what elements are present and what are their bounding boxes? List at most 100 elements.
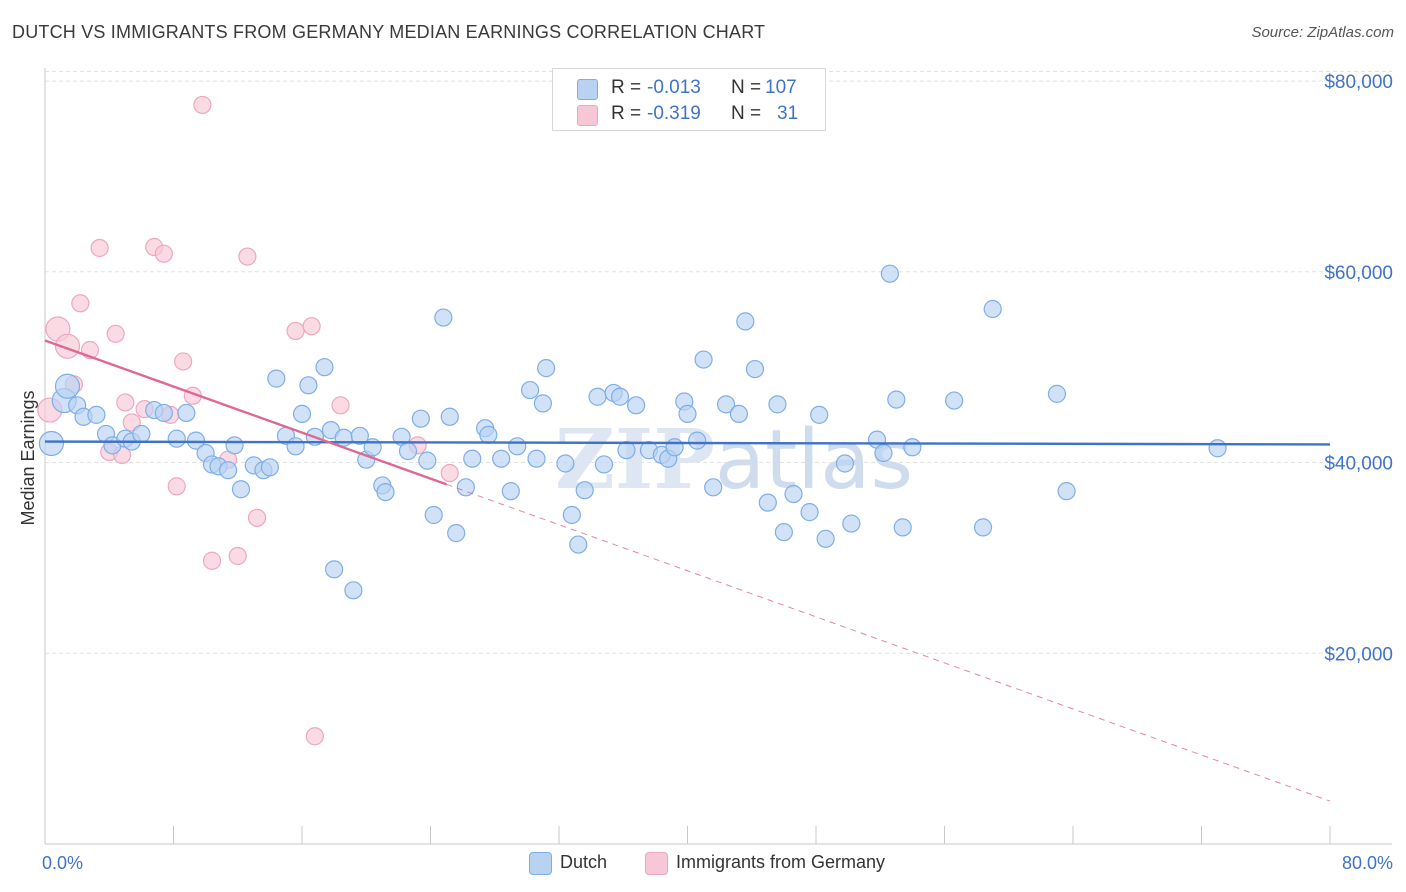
immigrants-germany-point-27 — [305, 727, 324, 746]
dutch-point-43 — [411, 409, 430, 428]
dutch-point-31 — [315, 358, 334, 377]
dutch-point-57 — [527, 449, 546, 468]
dutch-point-45 — [424, 505, 443, 525]
dutch-point-42 — [398, 441, 418, 461]
dutch-point-58 — [533, 394, 553, 413]
y-tick-label-1: $40,000 — [1324, 454, 1393, 475]
x-tick-label-max: 80.0% — [1342, 853, 1393, 873]
y-tick-label-3: $80,000 — [1324, 72, 1393, 93]
dutch-point-64 — [588, 387, 607, 406]
dutch-point-88 — [810, 405, 829, 424]
dutch-point-101 — [1047, 384, 1067, 403]
immigrants-germany-point-17 — [174, 352, 193, 371]
tick-labels: $20,000 $40,000 $60,000 $80,000 0.0% 80.0% Med… — [18, 72, 1393, 873]
legend-swatch-immigrants-germany — [577, 105, 598, 126]
dutch-point-80 — [729, 404, 749, 423]
legend-r-value: -0.013 — [647, 77, 701, 98]
dutch-point-98 — [945, 391, 964, 410]
dutch-point-40 — [376, 483, 395, 502]
dutch-point-49 — [456, 478, 475, 497]
bottom-legend-label-immigrants-germany: Immigrants from Germany — [676, 852, 886, 872]
dutch-point-90 — [835, 454, 855, 473]
dutch-point-59 — [537, 359, 556, 378]
dutch-point-76 — [688, 431, 707, 450]
dutch-point-54 — [501, 482, 520, 501]
dutch-point-53 — [492, 449, 511, 468]
immigrants-germany-point-19 — [193, 95, 212, 115]
dutch-point-14 — [177, 403, 196, 423]
dutch-point-67 — [610, 387, 630, 406]
immigrants-germany-point-25 — [286, 321, 305, 341]
dutch-point-77 — [694, 350, 713, 369]
dutch-point-96 — [893, 518, 912, 537]
immigrants-germany-point-24 — [247, 508, 267, 527]
dutch-point-86 — [784, 484, 803, 504]
bottom-legend-swatch-dutch — [529, 852, 552, 875]
dutch-point-85 — [774, 523, 793, 542]
dutch-point-62 — [569, 535, 588, 554]
dutch-point-50 — [463, 449, 482, 468]
trend-line-immigrants-germany — [44, 339, 447, 486]
dutch-point-10 — [132, 424, 151, 444]
dutch-point-63 — [575, 481, 594, 500]
immigrants-germany-point-23 — [238, 247, 257, 266]
dutch-point-83 — [758, 493, 777, 512]
source-label: Source: ZipAtlas.com — [1251, 24, 1394, 41]
dutch-point-46 — [434, 308, 453, 327]
immigrants-germany-point-14 — [154, 244, 173, 263]
dutch-point-34 — [334, 428, 353, 447]
chart-title: DUTCH VS IMMIGRANTS FROM GERMANY MEDIAN … — [12, 22, 766, 42]
dutch-point-102 — [1057, 482, 1076, 501]
dutch-point-99 — [973, 518, 993, 537]
dutch-point-12 — [154, 403, 173, 423]
dutch-point-60 — [556, 454, 575, 473]
dutch-point-61 — [562, 505, 581, 525]
dutch-point-56 — [520, 380, 540, 400]
dutch-point-35 — [344, 581, 363, 600]
trend-line-dutch — [44, 440, 1331, 446]
dutch-point-15 — [186, 431, 206, 450]
immigrants-germany-point-16 — [167, 477, 186, 496]
legend-n-label: N = — [731, 103, 762, 124]
dutch-point-69 — [626, 396, 646, 415]
dutch-point-24 — [260, 458, 279, 477]
dutch-point-44 — [418, 451, 437, 470]
dutch-point-87 — [800, 503, 819, 522]
dutch-point-29 — [299, 376, 318, 395]
immigrants-germany-point-22 — [228, 546, 247, 566]
dutch-point-47 — [440, 407, 459, 426]
dutch-point-97 — [903, 438, 922, 457]
dutch-point-33 — [325, 560, 344, 579]
dutch-point-21 — [231, 480, 251, 499]
immigrants-germany-point-8 — [106, 324, 125, 343]
immigrants-germany-point-6 — [90, 238, 109, 258]
immigrants-germany-point-20 — [202, 551, 222, 570]
dutch-point-5 — [87, 405, 106, 424]
dutch-point-82 — [745, 359, 765, 379]
trend-lines — [44, 339, 1331, 802]
immigrants-germany-point-4 — [71, 294, 90, 313]
legend-n-value: 107 — [765, 77, 797, 98]
legend-n-label: N = — [731, 77, 762, 98]
dutch-point-103 — [1208, 439, 1227, 458]
dutch-point-19 — [219, 461, 238, 480]
dutch-point-81 — [736, 312, 755, 331]
axes — [44, 68, 1392, 845]
legend-r-label: R = — [611, 103, 642, 124]
dutch-point-25 — [267, 369, 286, 388]
dutch-point-94 — [880, 264, 899, 283]
dutch-point-68 — [617, 441, 636, 460]
dutch-point-95 — [887, 390, 906, 409]
legend-n-value: 31 — [777, 103, 799, 124]
legend-swatch-dutch — [577, 79, 598, 100]
dutch-point-0 — [38, 430, 65, 457]
immigrants-germany-point-28 — [331, 396, 350, 415]
grid-lines — [45, 71, 1392, 654]
dutch-point-100 — [983, 299, 1002, 319]
immigrants-germany-point-26 — [302, 317, 321, 336]
bottom-legend-swatch-immigrants-germany — [645, 852, 668, 875]
legend-r-value: -0.319 — [647, 103, 701, 124]
series-dutch-points — [38, 264, 1227, 600]
legend-r-label: R = — [611, 77, 642, 98]
